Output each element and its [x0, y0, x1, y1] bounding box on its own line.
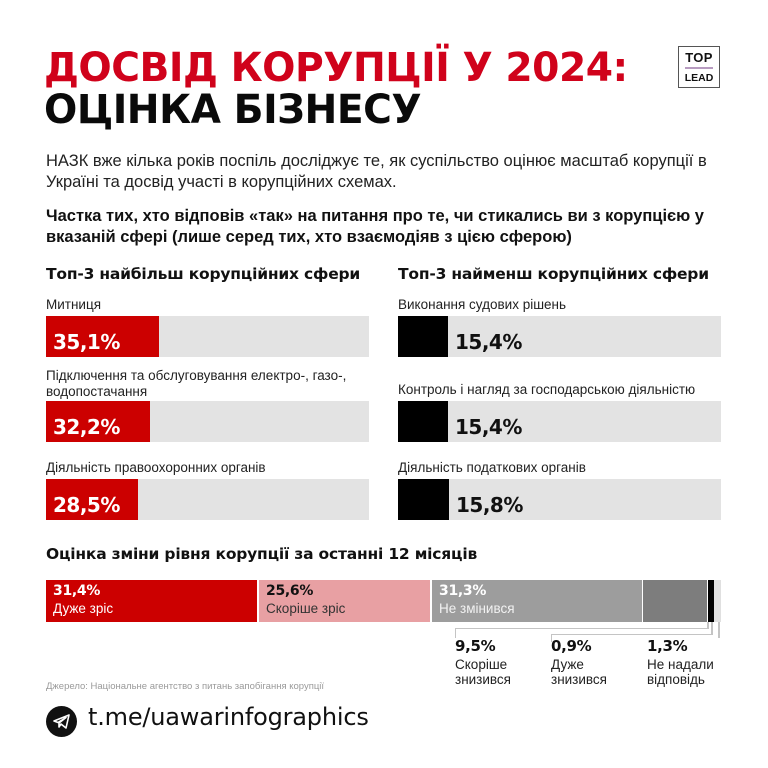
callout-rather-decreased: 9,5% Скоріше знизився — [455, 637, 511, 687]
segment-value: 25,6% — [266, 583, 314, 599]
segment-label: Не змінився — [439, 601, 515, 616]
segment-value: 31,3% — [439, 583, 487, 599]
callout-label-line1: Дуже — [551, 657, 584, 672]
item-label: Підключення та обслуговування електро-, … — [46, 368, 347, 399]
source-note: Джерело: Національне агентство з питань … — [46, 681, 325, 692]
intro-text: НАЗК вже кілька років поспіль досліджує … — [46, 152, 707, 191]
segment-label: Скоріше зріс — [266, 601, 346, 616]
bar-track: 35,1% — [46, 316, 369, 357]
item-label: Виконання судових рішень — [398, 297, 567, 312]
bar-track: 15,4% — [398, 401, 721, 442]
bar-value: 32,2% — [53, 415, 120, 439]
bar-track: 28,5% — [46, 479, 369, 520]
stacked-bar: 31,4% Дуже зріс 25,6% Скоріше зріс 31,3%… — [46, 580, 721, 622]
item-label: Діяльність податкових органів — [398, 460, 586, 475]
chart-subtitle: Частка тих, хто відповів «так» на питанн… — [46, 207, 704, 246]
segment-strongly-increased: 31,4% Дуже зріс — [46, 580, 257, 622]
segment-no-answer — [714, 580, 721, 622]
callout-value: 9,5% — [455, 637, 496, 655]
leader-line-no-answer — [718, 622, 720, 638]
bar-value: 35,1% — [53, 330, 120, 354]
bar-track: 15,4% — [398, 316, 721, 357]
bar-fill — [46, 479, 138, 520]
logo-bottom-text: LEAD — [684, 72, 714, 84]
left-column-heading: Топ-3 найбільш корупційних сфери — [46, 265, 361, 283]
page-title-line-2: ОЦІНКА БІЗНЕСУ — [44, 87, 422, 133]
item-label: Діяльність правоохоронних органів — [46, 460, 266, 475]
telegram-icon[interactable] — [46, 706, 77, 737]
callout-label-line2: знизився — [551, 672, 607, 687]
bar-value: 15,4% — [455, 415, 522, 439]
bar-fill — [46, 401, 150, 442]
leader-line-rather-decreased — [455, 628, 709, 638]
callout-value: 0,9% — [551, 637, 592, 655]
telegram-link[interactable]: t.me/uawarinfographics — [88, 703, 369, 731]
page-title-line-1: ДОСВІД КОРУПЦІЇ У 2024: — [44, 45, 628, 91]
bar-fill — [398, 479, 449, 520]
bar-fill — [398, 401, 448, 442]
leader-line-strongly-decreased — [551, 634, 713, 642]
item-label: Митниця — [46, 297, 102, 312]
bar-value: 28,5% — [53, 493, 120, 517]
segment-unchanged: 31,3% Не змінився — [432, 580, 642, 622]
segment-strongly-decreased — [708, 580, 714, 622]
leader-tick — [707, 622, 709, 629]
callout-no-answer: 1,3% Не надали відповідь — [647, 637, 714, 687]
callout-label-line1: Не надали — [647, 657, 714, 672]
bar-fill — [46, 316, 159, 357]
callout-value: 1,3% — [647, 637, 688, 655]
segment-rather-decreased — [643, 580, 707, 622]
segment-rather-increased: 25,6% Скоріше зріс — [259, 580, 430, 622]
callout-label-line2: відповідь — [647, 672, 705, 687]
bar-fill — [398, 316, 448, 357]
bar-track: 32,2% — [46, 401, 369, 442]
top-lead-logo: TOP LEAD — [678, 46, 720, 88]
bar-value: 15,4% — [455, 330, 522, 354]
leader-tick — [711, 622, 713, 635]
callout-label-line1: Скоріше — [455, 657, 508, 672]
segment-label: Дуже зріс — [53, 601, 114, 616]
bar-value: 15,8% — [456, 493, 523, 517]
right-column-heading: Топ-3 найменш корупційних сфери — [398, 265, 709, 283]
logo-divider — [685, 67, 713, 69]
logo-top-text: TOP — [685, 50, 713, 65]
segment-value: 31,4% — [53, 583, 101, 599]
callout-strongly-decreased: 0,9% Дуже знизився — [551, 637, 607, 687]
callout-label-line2: знизився — [455, 672, 511, 687]
item-label: Контроль і нагляд за господарською діяль… — [398, 382, 696, 397]
bar-track: 15,8% — [398, 479, 721, 520]
change-section-heading: Оцінка зміни рівня корупції за останні 1… — [46, 545, 478, 563]
